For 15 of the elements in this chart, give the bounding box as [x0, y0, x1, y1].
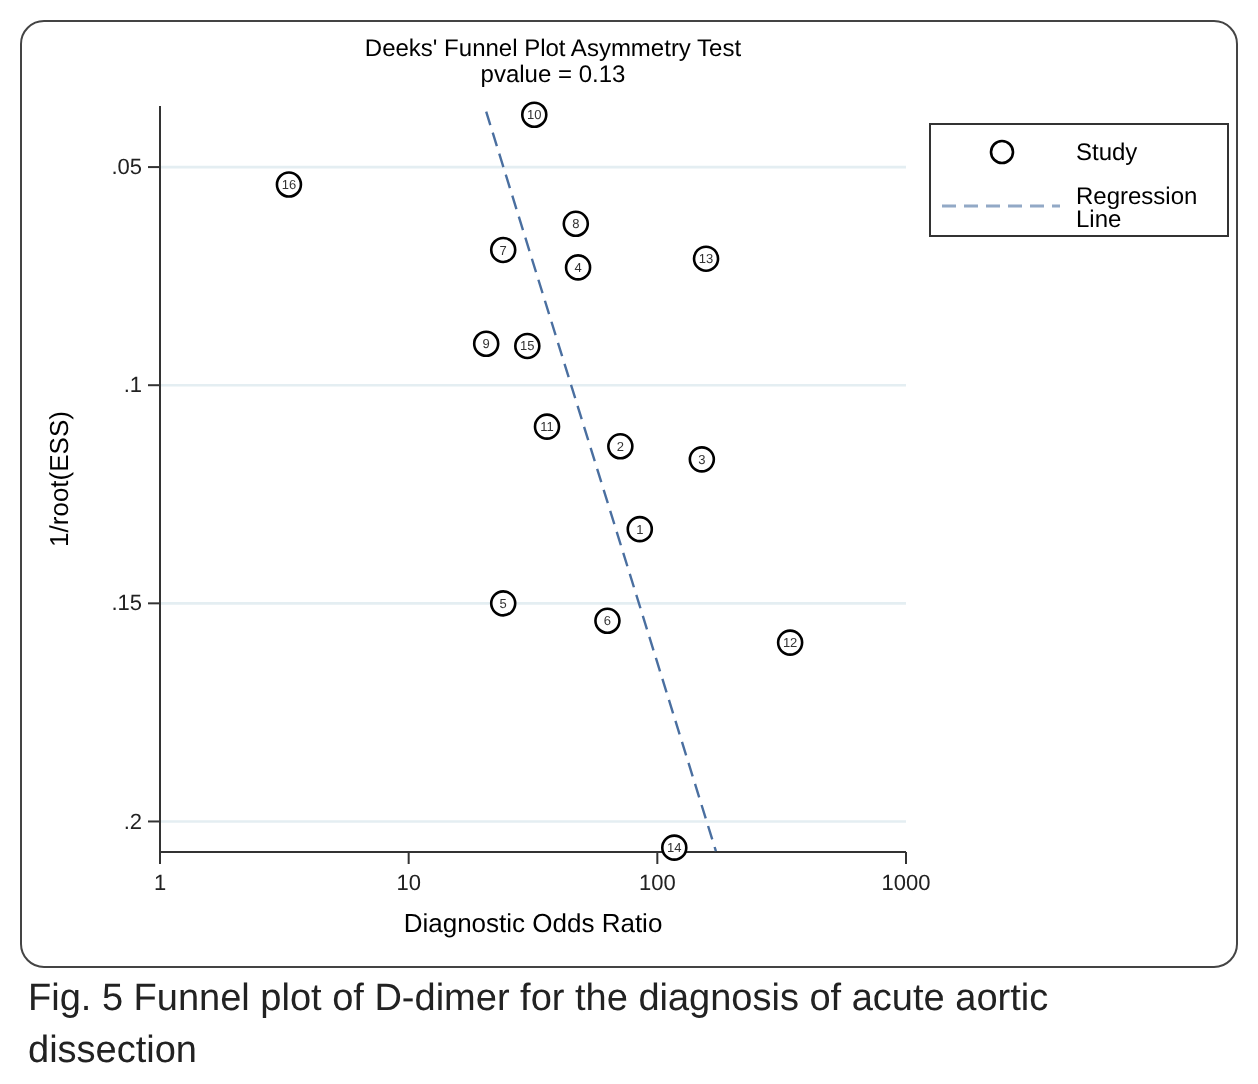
legend-label: Regression Line	[1076, 182, 1198, 233]
y-axis-title: 1/root(ESS)	[44, 411, 74, 547]
legend: Study Regression Line	[929, 123, 1229, 237]
y-tick-label: .05	[111, 156, 142, 181]
caption: Fig. 5 Funnel plot of D-dimer for the diagnosis of acute aortic dissection	[28, 976, 1051, 1076]
x-tick-label: 1	[153, 871, 167, 896]
chart-title: Deeks' Funnel Plot Asymmetry Test	[364, 34, 743, 62]
y-tick-label: .15	[111, 592, 142, 617]
x-tick-label: 1000	[881, 871, 931, 896]
x-axis-title: Diagnostic Odds Ratio	[403, 908, 663, 938]
chart-subtitle: pvalue = 0.13	[480, 60, 627, 88]
x-tick-label: 100	[638, 871, 676, 896]
y-tick-label: .2	[123, 810, 142, 835]
y-tick-label: .1	[123, 374, 142, 399]
x-tick-label: 10	[396, 871, 421, 896]
